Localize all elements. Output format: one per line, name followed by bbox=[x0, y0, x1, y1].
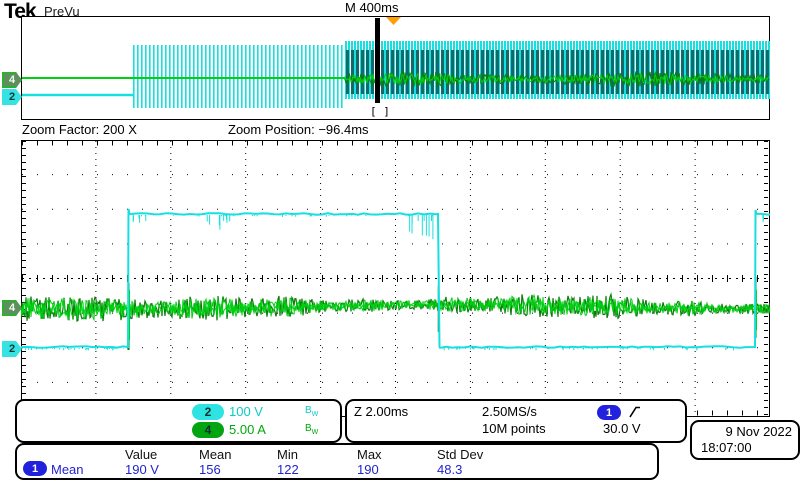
bw-letter: B bbox=[305, 405, 312, 416]
datetime-box: 9 Nov 2022 18:07:00 bbox=[690, 420, 800, 460]
meas-name: Mean bbox=[51, 462, 84, 477]
meas-header-mean: Mean bbox=[199, 447, 232, 462]
bw-sub: W bbox=[311, 429, 319, 436]
measurement-box[interactable]: Value Mean Min Max Std Dev 1 Mean 190 V … bbox=[15, 443, 659, 480]
acquisition-mode-label: PreVu bbox=[44, 4, 80, 19]
ch2-badge[interactable]: 2 bbox=[192, 404, 224, 420]
zoom-window-bracket[interactable]: [ ] bbox=[370, 105, 390, 118]
meas-stddev: 48.3 bbox=[437, 462, 463, 477]
meas-value: 190 V bbox=[125, 462, 159, 477]
meas-source-badge[interactable]: 1 bbox=[23, 461, 47, 476]
main-timebase-label[interactable]: M 400ms bbox=[345, 0, 399, 15]
zoom-position-readout[interactable]: Zoom Position: −96.4ms bbox=[228, 122, 369, 137]
horizontal-trigger-box[interactable]: Z 2.00ms 2.50MS/s 10M points 1 30.0 V bbox=[345, 399, 687, 443]
ch2-marker-main[interactable]: 2 bbox=[2, 341, 22, 357]
trigger-source-badge[interactable]: 1 bbox=[597, 405, 621, 420]
channel-readout-box[interactable]: 2 100 V BW 4 5.00 A BW bbox=[15, 399, 342, 443]
bw-letter: B bbox=[305, 423, 312, 434]
zoom-timebase-readout[interactable]: Z 2.00ms bbox=[354, 404, 409, 419]
date-label: 9 Nov 2022 bbox=[725, 424, 793, 439]
zoom-info-bar: Zoom Factor: 200 X Zoom Position: −96.4m… bbox=[21, 121, 770, 140]
ch4-marker-main[interactable]: 4 bbox=[2, 300, 22, 316]
meas-mean: 156 bbox=[199, 462, 221, 477]
ch4-scale-readout[interactable]: 5.00 A bbox=[229, 422, 266, 437]
meas-header-stddev: Std Dev bbox=[437, 447, 484, 462]
ch4-bandwidth-icon: BW bbox=[305, 423, 318, 436]
trigger-level-readout[interactable]: 30.0 V bbox=[603, 421, 641, 436]
ch2-scale-readout[interactable]: 100 V bbox=[229, 404, 263, 419]
meas-header-max: Max bbox=[357, 447, 382, 462]
trigger-position-icon[interactable] bbox=[386, 17, 401, 25]
overview-waveform-strip[interactable]: [ ] bbox=[21, 16, 770, 120]
ch2-marker-overview[interactable]: 2 bbox=[2, 89, 22, 105]
record-length-readout: 10M points bbox=[482, 421, 546, 436]
bw-sub: W bbox=[311, 411, 319, 418]
meas-header-min: Min bbox=[277, 447, 298, 462]
sample-rate-readout: 2.50MS/s bbox=[482, 404, 537, 419]
meas-header-value: Value bbox=[125, 447, 158, 462]
time-label: 18:07:00 bbox=[701, 440, 752, 455]
ch4-badge[interactable]: 4 bbox=[192, 422, 224, 438]
trigger-slope-rising-icon bbox=[629, 406, 640, 418]
zoom-factor-readout[interactable]: Zoom Factor: 200 X bbox=[22, 122, 137, 137]
ch4-marker-overview[interactable]: 4 bbox=[2, 72, 22, 88]
meas-min: 122 bbox=[277, 462, 299, 477]
ch2-bandwidth-icon: BW bbox=[305, 405, 318, 418]
main-graticule[interactable] bbox=[21, 140, 770, 417]
meas-max: 190 bbox=[357, 462, 379, 477]
